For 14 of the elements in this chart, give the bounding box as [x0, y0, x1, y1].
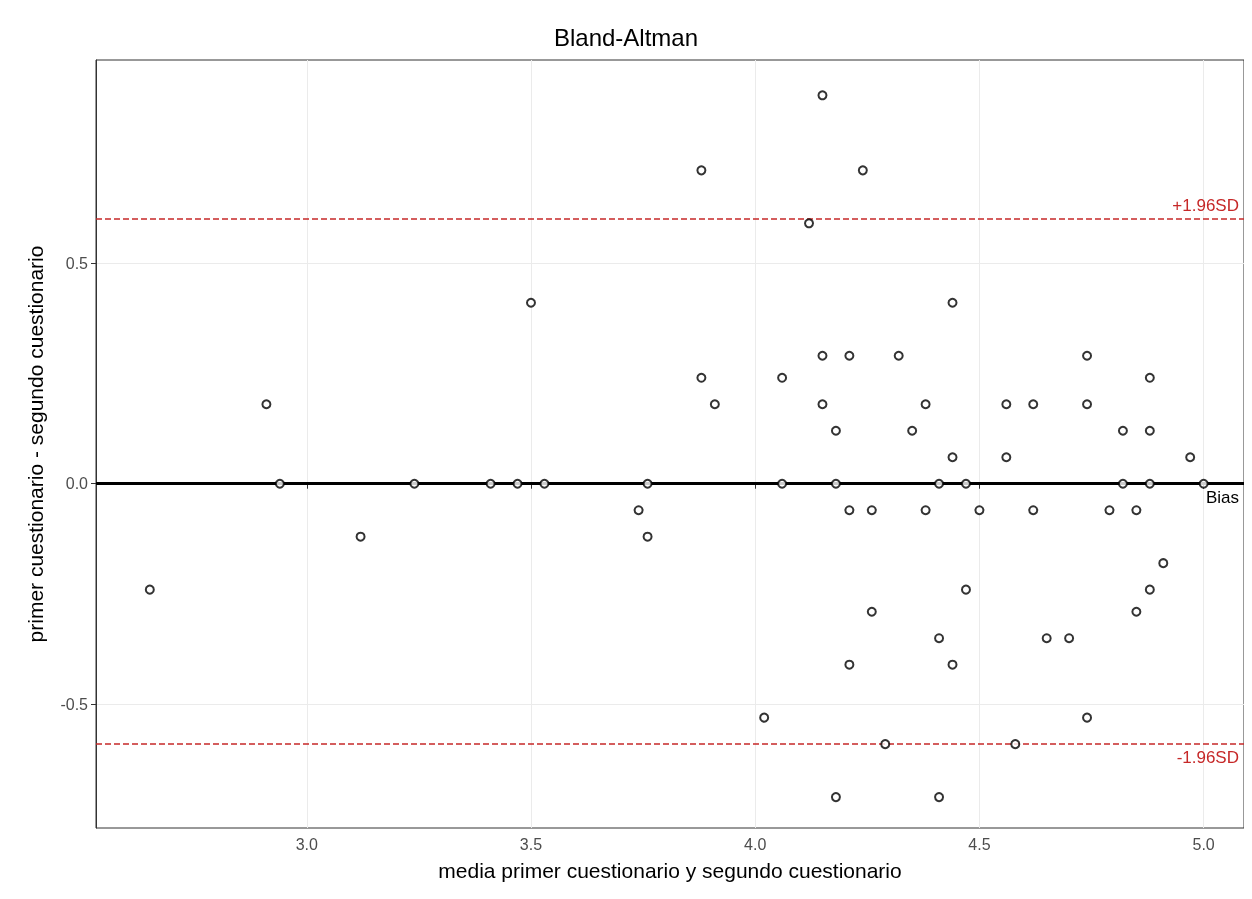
x-tick-label: 3.0	[295, 835, 318, 853]
y-tick-label: -0.5	[60, 695, 89, 713]
y-tick-label: 0.5	[65, 254, 89, 272]
x-tick-label: 4.5	[968, 835, 991, 853]
ref-line-label: Bias	[1205, 487, 1239, 507]
x-axis-title: media primer cuestionario y segundo cuestionario	[438, 859, 902, 882]
x-tick-label: 4.0	[744, 835, 767, 853]
x-tick-label: 3.5	[519, 835, 543, 853]
y-axis-title: primer cuestionario - segundo cuestionario	[24, 245, 47, 643]
y-tick-label: 0.0	[65, 475, 89, 493]
chart-title: Bland-Altman	[553, 23, 699, 51]
ref-line-label: +1.96SD	[1172, 195, 1239, 215]
x-tick-label: 5.0	[1192, 835, 1215, 853]
ref-line-label: -1.96SD	[1176, 748, 1239, 768]
